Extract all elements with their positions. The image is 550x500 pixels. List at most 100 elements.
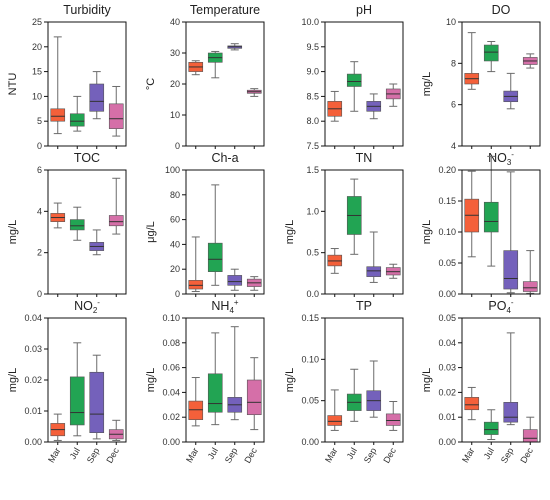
box-jul [483,201,499,233]
x-tick-label: Mar [46,446,62,464]
y-tick-label: 5 [37,116,42,126]
x-tick-label: Jul [345,446,359,461]
x-tick-label: Dec [242,446,259,465]
box-mar [188,280,204,290]
panel-title-text: DO [492,3,511,17]
y-tick-label: 40 [170,239,180,249]
y-tick-label: 7.5 [306,141,319,151]
plot-frame [47,169,127,295]
y-tick-label: 40 [170,17,180,27]
y-axis-label: mg/L [421,220,433,244]
x-tick-label: Sep [223,446,240,465]
y-tick-label: 0 [37,141,42,151]
y-tick-label: 1.0 [306,206,319,216]
panel-0: Turbidity 0 5 10 15 20 25 NTU [7,3,127,151]
box-jul [483,421,499,435]
x-tick-label: Jul [206,446,220,461]
panel-title-text: NO [488,151,507,165]
y-tick-label: 25 [32,17,42,27]
panel-title-text: NO [74,299,93,313]
y-tick-label: 6 [451,100,456,110]
y-axis-label: °C [145,78,157,90]
y-tick-label: 0.04 [24,313,42,323]
panel-title-text: Ch-a [211,151,238,165]
y-tick-label: 6 [37,165,42,175]
panel-title: NO2- [74,298,100,315]
panel-title: Temperature [190,3,260,17]
box-dec [108,103,124,129]
y-tick-label: 0.10 [162,313,180,323]
y-tick-label: 0.04 [162,387,180,397]
y-tick-label: 0.02 [438,387,456,397]
y-tick-label: 20 [170,264,180,274]
box-mar [188,400,204,420]
y-tick-label: 80 [170,190,180,200]
x-tick-label: Jul [482,446,496,461]
y-tick-label: 10 [32,91,42,101]
plot-frame [185,317,265,443]
panel-1: Temperature 0 10 20 30 40 °C [145,3,265,151]
y-axis-label: NTU [7,73,19,96]
y-tick-label: 0.03 [438,363,456,373]
panel-title-subscript: 4 [506,306,511,315]
box-jul [346,73,362,87]
y-tick-label: 9.0 [306,67,319,77]
box-sep [366,266,382,277]
box-mar [50,108,66,122]
panel-title-superscript: + [234,298,239,307]
plot-frame [47,317,127,443]
box-dec [522,429,538,443]
y-tick-label: 8.0 [306,116,319,126]
y-tick-label: 0.05 [301,396,319,406]
y-tick-label: 0.06 [162,363,180,373]
panel-title: TOC [74,151,100,165]
panel-10: TP 0.00 0.05 0.10 0.15 mg/L Mar Jul Sep Dec [284,299,404,465]
panel-title-superscript: - [511,150,514,159]
y-tick-label: 0.10 [438,227,456,237]
y-tick-label: 0 [175,141,180,151]
box-jul [207,373,223,413]
x-tick-label: Mar [184,446,200,464]
y-axis-label: mg/L [284,368,296,392]
plot-frame [461,21,541,147]
y-tick-label: 0.15 [438,196,456,206]
y-tick-label: 0.00 [162,437,180,447]
x-tick-label: Sep [85,446,102,465]
box-dec [108,215,124,227]
box-mar [327,415,343,426]
y-axis-label: mg/L [145,368,157,392]
plot-frame [324,317,404,443]
panel-title-text: NH [211,299,229,313]
plot-frame [47,21,127,147]
y-axis-label: mg/L [421,368,433,392]
y-tick-label: 0.04 [438,338,456,348]
x-tick-label: Dec [104,446,121,465]
y-tick-label: 0.03 [24,344,42,354]
x-tick-label: Dec [381,446,398,465]
y-tick-label: 0.05 [438,313,456,323]
y-tick-label: 0.00 [24,437,42,447]
panel-5: Ch-a 0 20 40 60 80 100 μg/L [145,151,265,299]
panel-title: DO [492,3,511,17]
y-axis-label: mg/L [7,220,19,244]
panel-title: TN [356,151,373,165]
panel-title-text: Turbidity [63,3,111,17]
panel-title-text: TN [356,151,373,165]
y-tick-label: 2 [37,248,42,258]
box-dec [385,413,401,426]
y-tick-label: 0.01 [438,412,456,422]
y-tick-label: 0.20 [438,165,456,175]
panel-title-text: pH [356,3,372,17]
box-sep [89,83,105,112]
y-tick-label: 15 [32,67,42,77]
panel-title-text: TP [356,299,372,313]
x-tick-label: Dec [518,446,535,465]
y-tick-label: 30 [170,48,180,58]
panel-3: DO 4 6 8 10 mg/L [421,3,541,151]
box-jul [69,113,85,127]
x-tick-label: Sep [362,446,379,465]
y-tick-label: 8.5 [306,91,319,101]
panel-title-text: PO [488,299,506,313]
